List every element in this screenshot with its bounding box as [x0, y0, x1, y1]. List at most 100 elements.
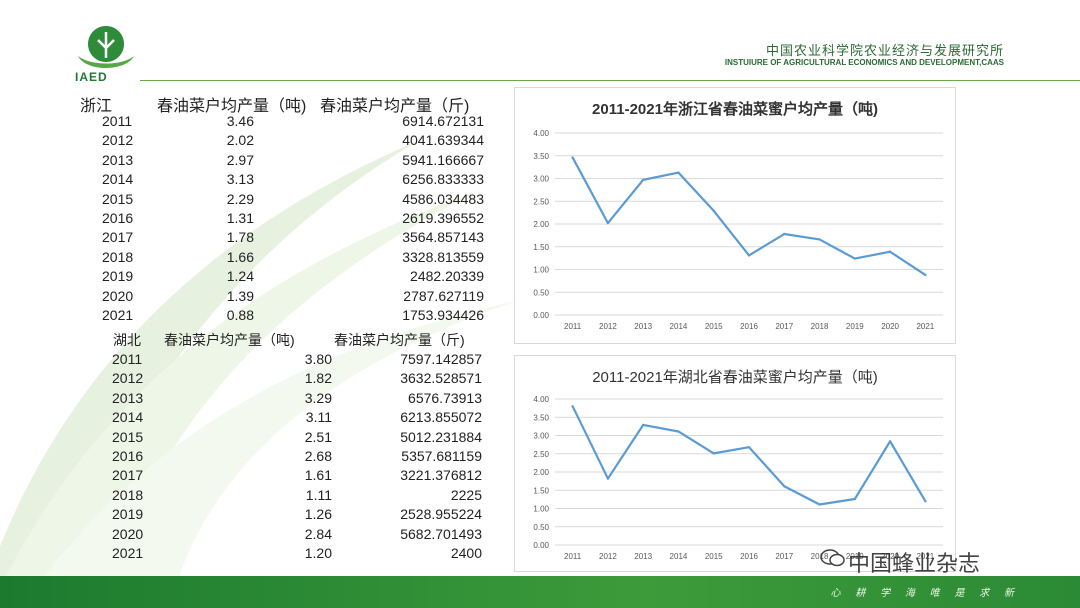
tons-cell: 1.66 — [226, 248, 254, 265]
tons-cell: 3.11 — [305, 409, 332, 426]
data-point — [783, 232, 786, 236]
jin-cell: 5357.681159 — [401, 448, 482, 464]
data-point — [606, 221, 610, 225]
year-cell: 2021 — [112, 545, 144, 561]
x-tick-label: 2013 — [634, 552, 652, 561]
y-tick-label: 3.00 — [533, 432, 549, 441]
year-cell: 2016 — [102, 210, 134, 226]
x-tick-label: 2021 — [916, 552, 934, 561]
jin-cell: 3221.376812 — [400, 467, 482, 484]
chart-title: 2011-2021年湖北省春油菜蜜户均产量（吨) — [592, 369, 878, 386]
watermark-text: 中国蜂业杂志 — [848, 551, 981, 576]
table-row: 2019 1.24 2482.20339 — [80, 268, 500, 287]
table-row: 2017 1.78 3564.857143 — [80, 229, 500, 248]
data-point — [677, 171, 680, 174]
year-cell: 2011 — [112, 351, 143, 367]
tons-cell: 1.20 — [304, 545, 332, 561]
jin-cell: 6256.833333 — [402, 171, 484, 188]
year-cell: 2012 — [112, 370, 144, 387]
y-tick-label: 0.50 — [533, 288, 549, 297]
hubei-line-chart: 0.00 0.50 1.00 1.50 2.00 2.50 3.00 3.50 4.00 2011… — [533, 395, 943, 561]
jin-cell: 5941.166667 — [402, 151, 484, 168]
wechat-icon — [820, 549, 845, 567]
data-point — [571, 405, 574, 408]
tons-cell: 2.68 — [304, 448, 332, 464]
y-tick-label: 0.50 — [533, 523, 549, 532]
tons-cell: 1.82 — [304, 370, 332, 387]
x-tick-label: 2012 — [599, 552, 617, 561]
data-point — [888, 250, 892, 253]
year-cell: 2015 — [112, 428, 144, 445]
tons-cell: 0.88 — [226, 307, 254, 323]
jin-cell: 4041.639344 — [402, 132, 484, 149]
y-tick-label: 3.50 — [533, 413, 549, 422]
x-tick-label: 2016 — [740, 552, 758, 561]
x-tick-label: 2017 — [775, 552, 793, 561]
footer-slogan: 心 耕 学 海 唯 是 求 新 — [830, 588, 1020, 599]
chart-title: 2011-2021年浙江省春油菜蜜户均产量（吨) — [592, 101, 878, 118]
table-row: 2011 3.80 7597.142857 — [80, 351, 500, 370]
jin-cell: 6576.73913 — [408, 389, 482, 406]
table-header: 浙江 春油菜户均产量（吨) 春油菜户均产量（斤) — [80, 92, 500, 115]
x-tick-label: 2013 — [634, 322, 652, 331]
jin-cell: 1753.934426 — [402, 307, 484, 323]
jin-cell: 3564.857143 — [402, 229, 484, 246]
x-tick-label: 2017 — [775, 322, 793, 331]
region-label: 浙江 — [80, 98, 113, 115]
tons-cell: 3.46 — [226, 113, 254, 129]
x-tick-label: 2015 — [705, 322, 723, 331]
x-tick-label: 2014 — [670, 552, 688, 561]
tons-cell: 1.39 — [226, 287, 254, 304]
tons-cell: 2.51 — [304, 428, 332, 445]
jin-cell: 5682.701493 — [400, 525, 482, 542]
org-name-cn: 中国农业科学院农业经济与发展研究所 — [765, 43, 1004, 58]
table-row: 2021 1.20 2400 — [80, 545, 500, 564]
zhejiang-chart-card: 2011-2021年浙江省春油菜蜜户均产量（吨) 0.00 0.50 1.00 1.5… — [514, 87, 956, 344]
year-cell: 2015 — [102, 190, 134, 207]
x-tick-label: 2011 — [564, 552, 582, 561]
year-cell: 2012 — [102, 132, 134, 149]
y-tick-label: 3.50 — [533, 152, 549, 161]
footer-band — [0, 576, 1080, 608]
x-tick-label: 2019 — [846, 552, 864, 561]
year-cell: 2014 — [102, 171, 134, 188]
year-cell: 2014 — [112, 409, 144, 426]
year-cell: 2020 — [112, 525, 144, 542]
table-row: 2012 2.02 4041.639344 — [80, 132, 500, 151]
col1-header: 春油菜户均产量（吨) — [164, 332, 295, 348]
y-tick-label: 2.00 — [533, 220, 549, 229]
table-row: 2015 2.51 5012.231884 — [80, 429, 500, 448]
year-cell: 2018 — [102, 248, 134, 265]
x-tick-label: 2015 — [705, 552, 723, 561]
year-cell: 2019 — [112, 506, 144, 523]
jin-cell: 2619.396552 — [402, 210, 484, 226]
org-name-en: INSTUIURE OF AGRICULTURAL ECONOMICS AND … — [724, 58, 1004, 67]
tons-cell: 3.13 — [226, 171, 254, 188]
data-point — [888, 440, 892, 443]
data-point — [641, 178, 645, 182]
x-tick-label: 2018 — [811, 552, 829, 561]
data-point — [818, 503, 821, 506]
jin-cell: 2482.20339 — [410, 268, 484, 285]
table-row: 2020 1.39 2787.627119 — [80, 288, 500, 307]
year-cell: 2018 — [112, 486, 144, 503]
table-row: 2012 1.82 3632.528571 — [80, 370, 500, 389]
table-header: 湖北 春油菜户均产量（吨) 春油菜户均产量（斤) — [80, 330, 500, 349]
y-tick-label: 4.00 — [533, 129, 549, 138]
hubei-table: 湖北 春油菜户均产量（吨) 春油菜户均产量（斤) 2011 3.80 7597.14… — [80, 330, 500, 565]
data-point — [924, 500, 927, 503]
x-tick-label: 2020 — [881, 322, 899, 331]
tons-cell: 3.80 — [304, 351, 332, 367]
jin-cell: 6914.672131 — [402, 113, 484, 129]
logo-text: IAED — [75, 70, 108, 84]
table-row: 2015 2.29 4586.034483 — [80, 191, 500, 210]
data-point — [783, 485, 786, 488]
jin-cell: 2400 — [450, 545, 482, 561]
jin-cell: 7597.142857 — [400, 351, 482, 367]
table-row: 2019 1.26 2528.955224 — [80, 506, 500, 525]
year-cell: 2013 — [112, 389, 144, 406]
y-tick-label: 1.50 — [533, 243, 549, 252]
x-tick-label: 2012 — [599, 322, 617, 331]
jin-cell: 3632.528571 — [400, 370, 482, 387]
col1-header: 春油菜户均产量（吨) — [157, 98, 307, 115]
